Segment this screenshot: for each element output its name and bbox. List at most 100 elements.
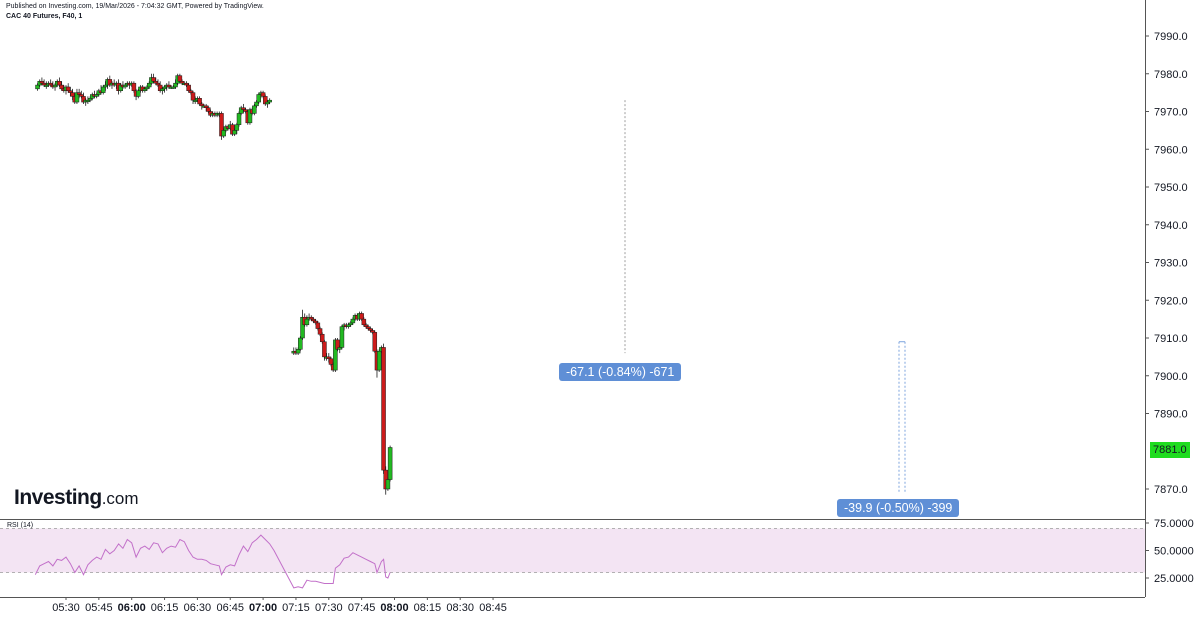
- time-tick-label: 06:00: [118, 602, 146, 614]
- candle-body: [142, 88, 148, 91]
- time-tick-label: 05:30: [52, 602, 80, 614]
- candle-body: [199, 103, 205, 107]
- candle-body: [188, 90, 194, 93]
- time-tick-label: 07:45: [348, 602, 376, 614]
- time-tick-label: 06:30: [184, 602, 212, 614]
- candle-body: [52, 84, 58, 88]
- time-tick-label: 07:30: [315, 602, 343, 614]
- candle-body: [368, 328, 373, 331]
- time-tick-label: 06:45: [216, 602, 244, 614]
- candle-body: [376, 350, 382, 371]
- candle-body: [41, 82, 47, 86]
- candle-body: [319, 333, 325, 343]
- investing-logo: Investing.com: [14, 486, 139, 510]
- time-tick-label: 08:45: [479, 602, 507, 614]
- rsi-tick-label: 50.0000: [1154, 546, 1194, 558]
- candle-body: [328, 358, 334, 365]
- candle-body: [313, 320, 318, 324]
- candle-body: [131, 82, 137, 91]
- candle-body: [359, 313, 364, 320]
- candle-body: [315, 322, 321, 329]
- candle-body: [234, 124, 240, 131]
- candle-body: [94, 94, 99, 97]
- candle-body: [254, 101, 259, 107]
- candle-body: [322, 341, 327, 358]
- candle-body: [381, 347, 386, 471]
- candle-body: [365, 326, 371, 329]
- price-tick-label: 7950.0: [1154, 182, 1188, 194]
- price-tick-label: 7970.0: [1154, 107, 1188, 119]
- price-tick-label: 7990.0: [1154, 31, 1188, 43]
- candle-body: [153, 81, 159, 84]
- time-tick-label: 07:15: [282, 602, 310, 614]
- candle-body: [295, 349, 301, 354]
- candle-body: [151, 77, 156, 82]
- candle-body: [144, 86, 150, 90]
- candle-body: [346, 324, 351, 327]
- candle-body: [35, 84, 40, 90]
- symbol-title: CAC 40 Futures, F40, 1: [6, 13, 83, 20]
- candle-body: [122, 84, 128, 88]
- candle-body: [221, 130, 226, 137]
- candle-body: [252, 105, 257, 114]
- candle-body: [177, 75, 183, 82]
- candle-body: [59, 84, 64, 90]
- candle-body: [70, 92, 75, 97]
- candle-body: [160, 88, 165, 91]
- candle-body: [100, 86, 106, 93]
- price-tick-label: 7910.0: [1154, 333, 1188, 345]
- candle-body: [179, 81, 185, 84]
- candle-body: [387, 447, 393, 480]
- candle-body: [186, 84, 191, 91]
- candle-body: [370, 330, 375, 333]
- candle-body: [203, 105, 209, 108]
- candle-body: [260, 92, 266, 97]
- candle-body: [337, 347, 342, 350]
- measure-label-1[interactable]: -67.1 (-0.84%) -671: [559, 363, 682, 381]
- candle-body: [79, 94, 84, 97]
- candle-body: [190, 92, 196, 101]
- price-tick-label: 7900.0: [1154, 371, 1188, 383]
- candle-body: [76, 92, 82, 95]
- rsi-label: RSI (14): [7, 522, 34, 529]
- current-price-tag: 7881.0: [1150, 442, 1190, 458]
- published-caption: Published on Investing.com, 19/Mar/2026 …: [6, 3, 264, 10]
- candle-body: [256, 94, 261, 103]
- candle-body: [103, 84, 108, 88]
- candle-body: [326, 356, 332, 360]
- price-tick-label: 7890.0: [1154, 409, 1188, 421]
- candle-body: [363, 324, 369, 327]
- candle-body: [309, 316, 314, 320]
- candle-body: [298, 337, 303, 350]
- candle-body: [39, 81, 45, 84]
- rsi-line: [34, 534, 391, 589]
- candle-body: [311, 318, 316, 322]
- time-tick-label: 07:00: [249, 602, 277, 614]
- candle-body: [155, 82, 161, 86]
- candle-body: [87, 98, 93, 101]
- candle-body: [48, 82, 53, 86]
- candle-body: [304, 318, 310, 326]
- candle-body: [184, 82, 189, 86]
- logo-main: Investing: [14, 486, 102, 509]
- candle-body: [348, 322, 353, 326]
- candle-body: [68, 90, 73, 93]
- candle-body: [65, 86, 71, 91]
- price-tick-label: 7960.0: [1154, 144, 1188, 156]
- candle-body: [146, 82, 152, 88]
- measure-label-2[interactable]: -39.9 (-0.50%) -399: [837, 499, 960, 517]
- time-tick-label: 05:45: [85, 602, 113, 614]
- candle-body: [317, 328, 323, 335]
- logo-suffix: .com: [101, 489, 139, 508]
- candle-body: [236, 113, 242, 125]
- price-tick-label: 7920.0: [1154, 295, 1188, 307]
- candle-body: [361, 318, 367, 326]
- price-tick-label: 7980.0: [1154, 69, 1188, 81]
- rsi-band: [0, 528, 1145, 573]
- candle-body: [162, 86, 167, 90]
- candle-body: [232, 130, 237, 135]
- candle-body: [372, 332, 378, 352]
- candle-body: [350, 318, 356, 324]
- candle-body: [173, 82, 178, 88]
